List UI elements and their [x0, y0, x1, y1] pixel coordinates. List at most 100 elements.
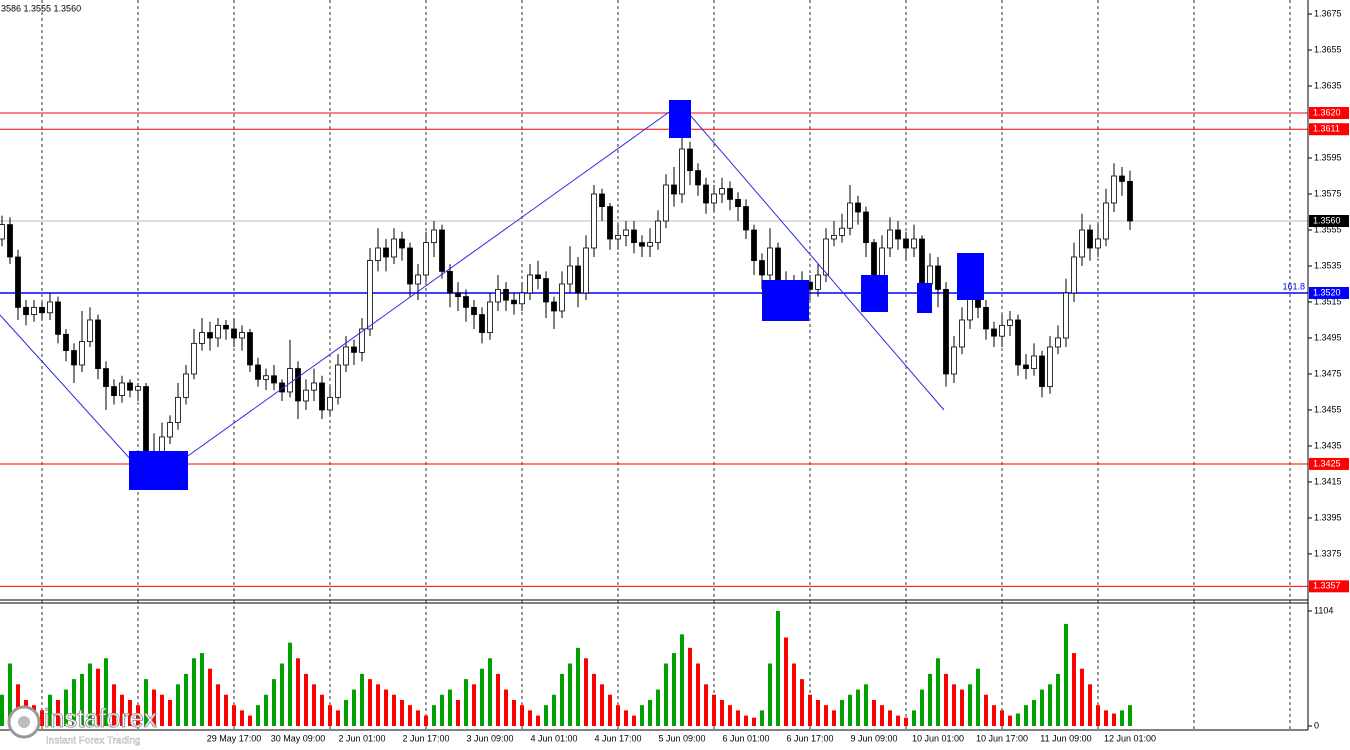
zone-box — [917, 283, 932, 313]
candle-body — [55, 301, 61, 335]
volume-bar — [240, 710, 244, 726]
volume-bar — [624, 710, 628, 726]
candle-body — [119, 382, 125, 396]
annotations — [0, 100, 984, 490]
volume-bar — [352, 689, 356, 726]
volume-bar — [984, 694, 988, 726]
candle-body — [551, 301, 557, 312]
volume-bar — [232, 705, 236, 726]
x-tick-label: 5 Jun 09:00 — [658, 733, 705, 743]
volume-bar — [920, 689, 924, 726]
candle-body — [191, 342, 197, 375]
logo-icon — [18, 716, 30, 728]
candle-body — [0, 224, 5, 240]
candle-body — [663, 184, 669, 222]
volume-bar — [1112, 713, 1116, 726]
candle-body — [463, 296, 469, 308]
volume-bar — [616, 705, 620, 726]
candle-body — [1087, 229, 1093, 249]
volume-bar — [192, 658, 196, 726]
candle-body — [391, 238, 397, 258]
candle-body — [1071, 256, 1077, 294]
candle-body — [591, 193, 597, 249]
candle-body — [871, 242, 877, 279]
candle-body — [727, 188, 733, 200]
volume-bar — [896, 715, 900, 726]
volume-bar — [696, 663, 700, 726]
candle-body — [415, 274, 421, 285]
candle-body — [679, 148, 685, 195]
volume-tick-label: 0 — [1314, 720, 1319, 730]
candle-body — [335, 364, 341, 398]
candle-body — [103, 368, 109, 387]
y-tick-label: 1.3575 — [1314, 188, 1342, 198]
x-tick-label: 29 May 17:00 — [207, 733, 262, 743]
volume-bar — [256, 705, 260, 726]
volume-bar — [304, 673, 308, 726]
volume-bar — [8, 663, 12, 726]
candle-body — [719, 188, 725, 195]
volume-bar — [104, 658, 108, 726]
zone-box — [129, 451, 188, 490]
level-box — [1309, 107, 1349, 120]
candle-body — [31, 306, 37, 315]
candle-body — [935, 265, 941, 290]
volume-bar — [496, 673, 500, 726]
volume-bar — [208, 668, 212, 726]
volume-bar — [768, 663, 772, 726]
candle-body — [47, 301, 53, 314]
candle-body — [487, 301, 493, 333]
candle-body — [159, 436, 165, 452]
candle-body — [623, 229, 629, 236]
volume-bar — [560, 673, 564, 726]
volume-bar — [736, 710, 740, 726]
candle-body — [383, 247, 389, 258]
candle-body — [847, 202, 853, 229]
volume-bar — [944, 673, 948, 726]
y-tick-label: 1.3555 — [1314, 224, 1342, 234]
volume-bar — [384, 689, 388, 726]
candle-body — [879, 247, 885, 279]
candle-body — [599, 193, 605, 207]
volume-bar — [296, 658, 300, 726]
x-tick-label: 3 Jun 09:00 — [466, 733, 513, 743]
volume-bar — [832, 710, 836, 726]
volume-bar — [856, 689, 860, 726]
volume-bar — [632, 715, 636, 726]
candle-body — [1095, 238, 1101, 249]
x-tick-label: 10 Jun 17:00 — [976, 733, 1028, 743]
candle-body — [423, 242, 429, 276]
candle-body — [559, 283, 565, 312]
level-label: 1.3620 — [1313, 107, 1341, 117]
volume-bar — [248, 715, 252, 726]
last-price-box — [1309, 214, 1349, 227]
volume-bar — [1024, 705, 1028, 726]
volume-bar — [472, 684, 476, 726]
candle-body — [703, 184, 709, 204]
candle-body — [95, 319, 101, 369]
zone-box — [669, 100, 691, 138]
candle-body — [543, 278, 549, 303]
volume-bar — [1032, 699, 1036, 726]
candle-body — [207, 332, 213, 339]
fib-level-box — [1309, 286, 1349, 299]
volume-bar — [88, 663, 92, 726]
candle-body — [359, 328, 365, 353]
candle-body — [407, 247, 413, 285]
candle-body — [199, 332, 205, 344]
candle-body — [127, 382, 133, 391]
volume-bar — [408, 705, 412, 726]
candle-body — [503, 288, 509, 301]
volume-bar — [544, 705, 548, 726]
volume-bar — [712, 694, 716, 726]
volume-bar — [528, 710, 532, 726]
logo-tagline: Instant Forex Trading — [46, 736, 141, 747]
ohlc-header: 3586 1.3555 1.3560 — [1, 3, 81, 13]
logo-name: instaforex — [44, 703, 157, 733]
candle-body — [303, 389, 309, 402]
volume-bar — [688, 647, 692, 726]
volume-bar — [1072, 653, 1076, 726]
candle-body — [431, 229, 437, 243]
candle-body — [183, 373, 189, 398]
